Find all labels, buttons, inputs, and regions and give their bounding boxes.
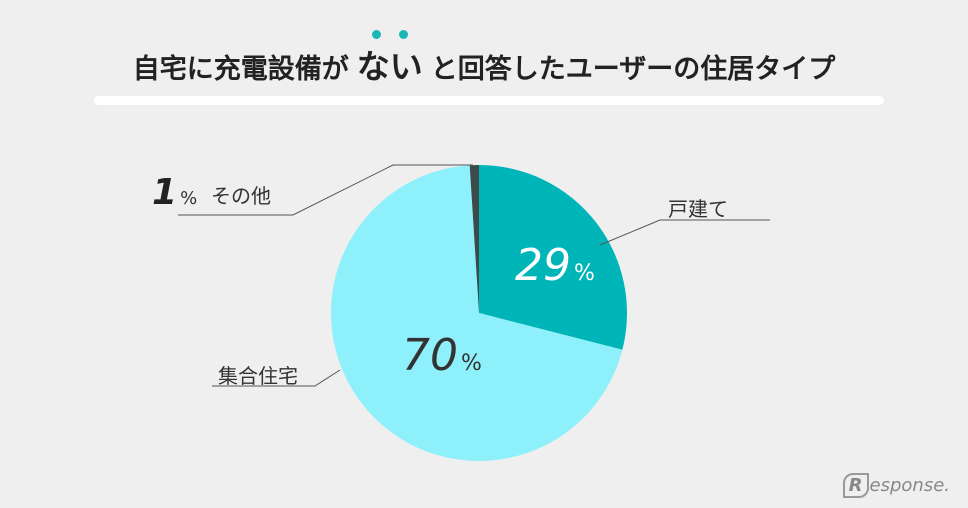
pct-detached-unit: % [574, 261, 595, 286]
pie-slices [331, 165, 627, 461]
brand-text: esponse. [869, 475, 950, 496]
pct-detached: 29% [515, 240, 595, 291]
pct-apartment: 70% [402, 330, 482, 381]
pct-other-unit: % [180, 188, 198, 209]
emphasis-dot [398, 30, 408, 39]
emphasis-dots [357, 30, 423, 40]
title-after: と回答したユーザーの住居タイプ [430, 54, 836, 85]
emphasis-dot [371, 30, 381, 39]
pct-apartment-value: 70 [402, 330, 458, 381]
pct-apartment-unit: % [461, 351, 482, 376]
pie-slice-0 [479, 165, 627, 350]
label-apartment: 集合住宅 [218, 364, 298, 388]
leader-line-apartment [212, 369, 341, 387]
leader-line-detached [599, 219, 770, 246]
brand-mark: R [842, 473, 869, 498]
leader-line-other [178, 164, 473, 216]
label-detached: 戸建て [668, 197, 728, 221]
pie-slice-1 [331, 165, 623, 461]
title-underline [94, 96, 884, 105]
label-other: その他 [211, 184, 271, 208]
title-before: 自宅に充電設備が [132, 54, 349, 85]
pct-detached-value: 29 [515, 240, 571, 291]
chart-title: 自宅に充電設備が ない と回答したユーザーの住居タイプ [0, 30, 968, 88]
title-emphasis: ない [356, 30, 423, 88]
title-emphasis-text: ない [356, 47, 423, 86]
pie-slice-2 [469, 165, 479, 313]
pct-other-value: 1 [152, 172, 178, 213]
pct-other: 1% [152, 172, 197, 213]
